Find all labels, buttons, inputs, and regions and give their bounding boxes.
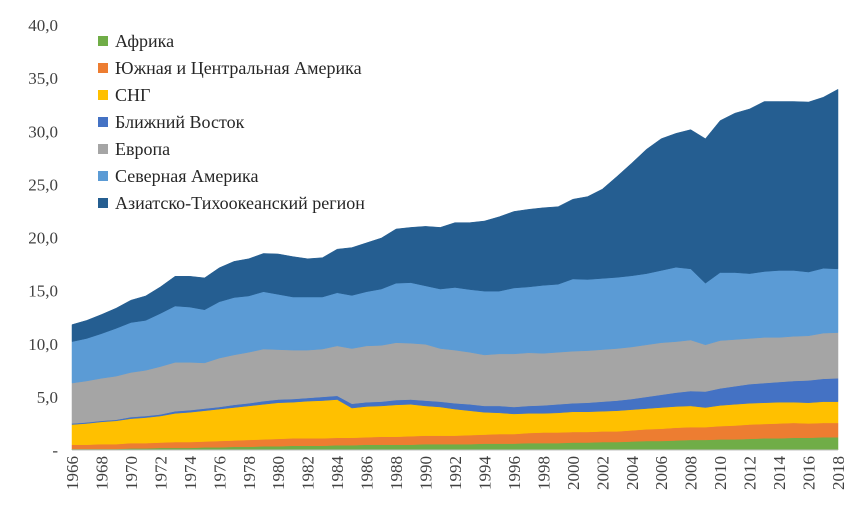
y-tick-label: 40,0 <box>28 16 58 35</box>
x-tick-label: 2000 <box>564 456 583 490</box>
x-tick-label: 1988 <box>387 456 406 490</box>
area-series-7 <box>71 88 839 342</box>
x-tick-label: 2012 <box>741 456 760 490</box>
x-tick-label: 1984 <box>328 456 347 491</box>
legend: Африка Южная и Центральная Америка СНГ Ближ… <box>98 31 365 213</box>
x-tick-label: 2004 <box>623 456 642 491</box>
y-tick-label: 35,0 <box>28 69 58 88</box>
x-tick-label: 2002 <box>593 456 612 490</box>
x-tick-label: 2008 <box>682 456 701 490</box>
y-tick-label: 25,0 <box>28 175 58 194</box>
x-tick-label: 1980 <box>269 456 288 490</box>
x-tick-label: 1982 <box>299 456 318 490</box>
legend-label: Южная и Центральная Америка <box>115 58 362 78</box>
legend-label: Северная Америка <box>115 166 258 186</box>
legend-swatch <box>98 117 108 127</box>
x-tick-label: 2018 <box>829 456 848 490</box>
x-tick-label: 1968 <box>92 456 111 490</box>
x-tick-label: 2006 <box>652 456 671 490</box>
x-tick-label: 1992 <box>446 456 465 490</box>
x-tick-label: 1972 <box>151 456 170 490</box>
legend-swatch <box>98 36 108 46</box>
x-tick-label: 2014 <box>770 456 789 491</box>
y-tick-label: 20,0 <box>28 229 58 248</box>
x-tick-label: 1994 <box>475 456 494 491</box>
legend-swatch <box>98 63 108 73</box>
x-tick-label: 1978 <box>240 456 259 490</box>
legend-swatch <box>98 198 108 208</box>
y-tick-label: 15,0 <box>28 282 58 301</box>
y-tick-label: - <box>52 441 58 460</box>
y-axis: - 5,0 10,0 15,0 20,0 25,0 30,0 35,0 40,0 <box>28 16 58 460</box>
x-tick-label: 1996 <box>505 456 524 490</box>
legend-label: Африка <box>115 31 174 51</box>
y-tick-label: 5,0 <box>37 388 58 407</box>
y-tick-label: 30,0 <box>28 122 58 141</box>
x-axis: 1966 1968 1970 1972 1974 1976 1978 1980 1982 1984… <box>63 456 848 491</box>
legend-swatch <box>98 144 108 154</box>
x-tick-label: 1986 <box>358 456 377 490</box>
y-tick-label: 10,0 <box>28 335 58 354</box>
x-tick-label: 1990 <box>417 456 436 490</box>
x-tick-label: 2016 <box>800 456 819 490</box>
x-tick-label: 2010 <box>711 456 730 490</box>
x-tick-label: 1998 <box>534 456 553 490</box>
legend-swatch <box>98 90 108 100</box>
x-tick-label: 1974 <box>181 456 200 491</box>
legend-label: СНГ <box>115 85 150 105</box>
legend-label: Азиатско-Тихоокеанский регион <box>115 193 365 213</box>
legend-swatch <box>98 171 108 181</box>
x-tick-label: 1970 <box>122 456 141 490</box>
area-layer <box>71 88 839 451</box>
legend-label: Европа <box>115 139 170 159</box>
x-tick-label: 1976 <box>210 456 229 490</box>
legend-label: Ближний Восток <box>115 112 245 132</box>
x-tick-label: 1966 <box>63 456 82 490</box>
